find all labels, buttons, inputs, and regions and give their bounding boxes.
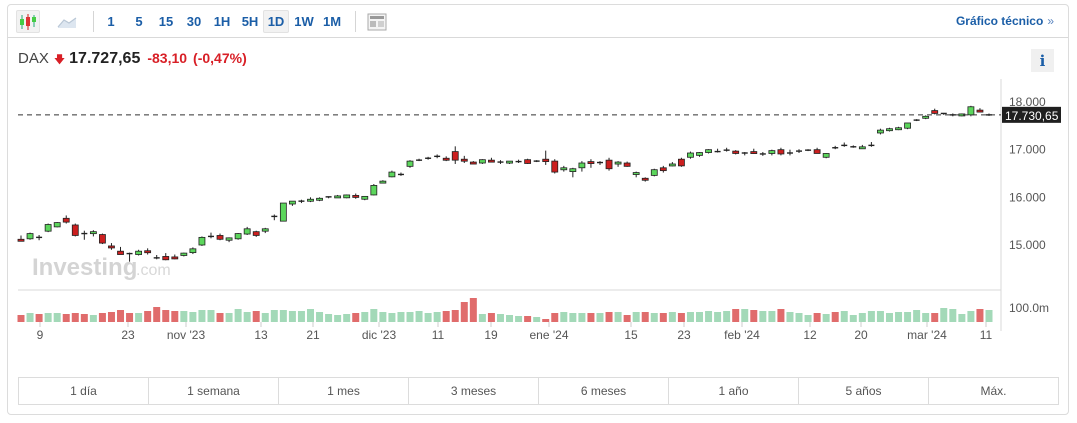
technical-chart-link[interactable]: Gráfico técnico» [956, 14, 1054, 28]
instrument-symbol: DAX [18, 50, 49, 67]
x-tick-label: 11 [980, 328, 993, 342]
info-icon: i [1039, 51, 1046, 70]
x-tick-label: mar '24 [907, 328, 947, 342]
price-change: -83,10 [147, 50, 188, 66]
interval-1h[interactable]: 1H [213, 14, 231, 29]
y-tick-label: 15.000 [1009, 238, 1046, 252]
interval-1d[interactable]: 1D [263, 10, 289, 33]
x-tick-label: ene '24 [530, 328, 569, 342]
x-tick-label: 19 [484, 328, 498, 342]
chart-toolbar: 1 5 15 30 1H 5H 1D 1W 1M Gráfico técnico… [8, 5, 1068, 38]
interval-30[interactable]: 30 [186, 14, 202, 29]
current-price-badge [1002, 106, 1061, 123]
last-price: 17.727,65 [69, 50, 141, 67]
candles [17, 105, 992, 262]
investing-watermark: Investing [32, 254, 137, 281]
area-chart-icon [57, 17, 77, 28]
range-button-6[interactable]: 5 años [799, 378, 929, 404]
range-button-4[interactable]: 6 meses [539, 378, 669, 404]
toolbar-divider [93, 11, 94, 32]
quote-header: DAX 🡇 17.727,65 -83,10 (-0,47%) [18, 50, 247, 70]
candlestick-chart-icon [20, 13, 36, 30]
range-button-5[interactable]: 1 año [669, 378, 799, 404]
current-price-label: 17.730,65 [1005, 109, 1059, 123]
y-tick-label: 16.000 [1009, 190, 1046, 204]
technical-chart-label: Gráfico técnico [955, 14, 1044, 28]
range-button-1[interactable]: 1 semana [149, 378, 279, 404]
x-tick-label: 9 [37, 328, 44, 342]
x-tick-label: 15 [624, 328, 638, 342]
range-button-3[interactable]: 3 meses [409, 378, 539, 404]
interval-1m[interactable]: 1M [322, 14, 342, 29]
x-tick-label: 20 [854, 328, 868, 342]
price-change-percent: (-0,47%) [193, 50, 247, 66]
volume-bars [17, 298, 993, 322]
chart-widget: 1 5 15 30 1H 5H 1D 1W 1M Gráfico técnico… [7, 4, 1069, 415]
interval-15[interactable]: 15 [158, 14, 174, 29]
volume-tick-label: 100.0m [1009, 301, 1049, 315]
double-chevron-right-icon: » [1047, 14, 1054, 28]
y-tick-label: 18.000 [1009, 95, 1046, 109]
toolbar-divider [355, 11, 356, 32]
candlestick-chart-button[interactable] [16, 10, 40, 33]
investing-watermark-suffix: .com [136, 262, 171, 279]
interval-5h[interactable]: 5H [241, 14, 259, 29]
x-tick-label: dic '23 [362, 328, 397, 342]
x-tick-label: 21 [306, 328, 320, 342]
table-view-icon [367, 13, 387, 30]
data-table-button[interactable] [365, 10, 389, 33]
info-button[interactable]: i [1031, 49, 1054, 72]
range-button-2[interactable]: 1 mes [279, 378, 409, 404]
interval-1[interactable]: 1 [107, 14, 115, 29]
price-chart[interactable]: 18.000 17.000 16.000 15.000 Investing.com 17.… [8, 5, 1070, 370]
x-tick-label: 23 [121, 328, 135, 342]
interval-1w[interactable]: 1W [294, 14, 314, 29]
x-tick-label: 13 [254, 328, 268, 342]
x-tick-label: 11 [432, 328, 445, 342]
y-tick-label: 17.000 [1009, 143, 1046, 157]
x-tick-label: 12 [803, 328, 817, 342]
range-button-7[interactable]: Máx. [980, 384, 1007, 398]
time-range-selector: 1 día 1 semana 1 mes 3 meses 6 meses 1 año 5 a… [18, 377, 1059, 405]
interval-5[interactable]: 5 [135, 14, 143, 29]
x-tick-label: feb '24 [724, 328, 760, 342]
area-chart-button[interactable] [52, 10, 82, 33]
x-tick-label: 23 [677, 328, 691, 342]
down-arrow-icon: 🡇 [53, 54, 66, 66]
x-tick-label: nov '23 [167, 328, 206, 342]
range-button-0[interactable]: 1 día [19, 378, 149, 404]
